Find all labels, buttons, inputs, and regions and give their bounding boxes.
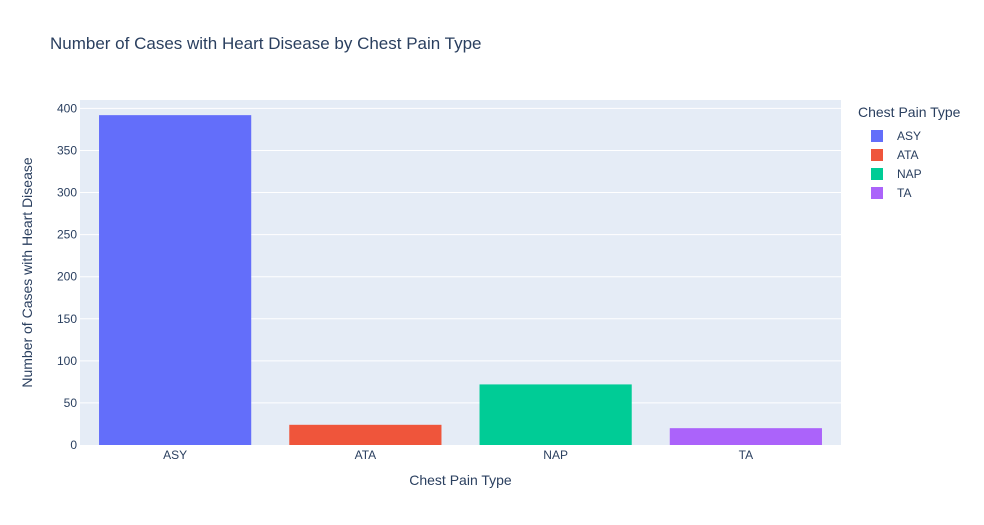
y-tick-label: 250 bbox=[57, 228, 77, 242]
bar-ata[interactable] bbox=[289, 424, 442, 445]
legend-label: ASY bbox=[897, 128, 922, 143]
y-axis-ticks: 0 50 100 150 200 250 300 350 400 bbox=[57, 101, 77, 452]
y-tick-label: 400 bbox=[57, 101, 77, 115]
x-tick-label: ATA bbox=[355, 448, 377, 462]
legend-item-asy[interactable]: ASY bbox=[858, 126, 960, 145]
legend-items: ASY ATA NAP TA bbox=[858, 126, 960, 202]
x-axis-title: Chest Pain Type bbox=[409, 472, 512, 488]
legend: Chest Pain Type ASY ATA NAP TA bbox=[858, 104, 960, 202]
x-tick-label: NAP bbox=[543, 448, 568, 462]
legend-swatch bbox=[871, 148, 883, 161]
legend-swatch bbox=[871, 167, 883, 180]
bar-asy[interactable] bbox=[99, 115, 252, 446]
y-tick-label: 300 bbox=[57, 186, 77, 200]
bar-nap[interactable] bbox=[479, 384, 632, 445]
legend-swatch bbox=[871, 129, 883, 142]
x-axis-ticks: ASY ATA NAP TA bbox=[163, 448, 753, 462]
legend-item-nap[interactable]: NAP bbox=[858, 164, 960, 183]
y-tick-label: 350 bbox=[57, 143, 77, 157]
y-axis-title: Number of Cases with Heart Disease bbox=[19, 157, 35, 388]
y-tick-label: 100 bbox=[57, 354, 77, 368]
y-tick-label: 200 bbox=[57, 270, 77, 284]
x-tick-label: TA bbox=[739, 448, 753, 462]
y-tick-label: 0 bbox=[70, 438, 77, 452]
legend-label: TA bbox=[897, 185, 912, 200]
chart-title: Number of Cases with Heart Disease by Ch… bbox=[50, 34, 482, 53]
legend-item-ta[interactable]: TA bbox=[858, 183, 960, 202]
bar-ta[interactable] bbox=[669, 428, 822, 445]
legend-label: ATA bbox=[897, 147, 919, 162]
legend-item-ata[interactable]: ATA bbox=[858, 145, 960, 164]
legend-label: NAP bbox=[897, 166, 922, 181]
x-tick-label: ASY bbox=[163, 448, 187, 462]
y-tick-label: 50 bbox=[64, 396, 78, 410]
legend-swatch bbox=[871, 186, 883, 199]
bars bbox=[99, 115, 822, 446]
legend-title: Chest Pain Type bbox=[858, 104, 961, 120]
y-tick-label: 150 bbox=[57, 312, 77, 326]
